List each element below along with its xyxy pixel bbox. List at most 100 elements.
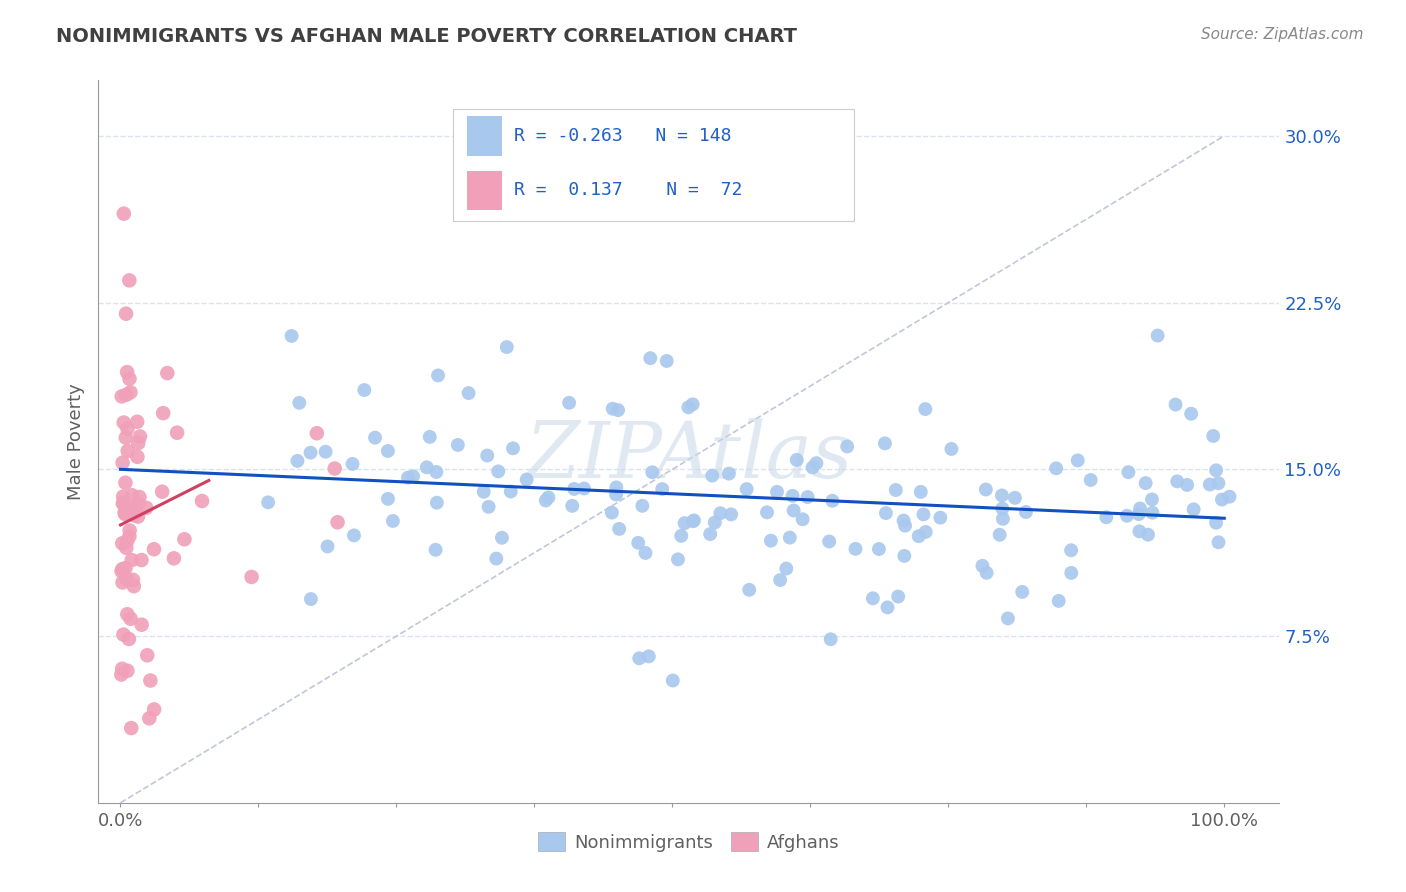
Point: [1128, 524, 1150, 539]
Point: [117, 422, 139, 436]
Point: [1218, 490, 1240, 504]
Point: [703, 516, 725, 530]
Point: [426, 496, 449, 510]
Point: [875, 506, 897, 520]
Point: [738, 582, 761, 597]
Point: [115, 572, 138, 586]
Point: [118, 372, 141, 386]
Point: [600, 506, 623, 520]
Point: [683, 513, 706, 527]
Point: [287, 454, 309, 468]
Point: [640, 351, 662, 366]
Point: [111, 562, 134, 576]
Point: [941, 442, 963, 456]
Point: [537, 491, 560, 505]
Point: [118, 529, 141, 543]
Point: [558, 396, 581, 410]
Point: [756, 505, 779, 519]
Point: [894, 518, 917, 533]
Point: [1208, 476, 1230, 491]
Point: [112, 207, 135, 221]
Point: [991, 501, 1014, 516]
Point: [1060, 566, 1083, 580]
Point: [534, 493, 557, 508]
Point: [720, 508, 742, 522]
Point: [127, 509, 149, 524]
Point: [111, 456, 134, 470]
Point: [562, 482, 585, 496]
Point: [111, 575, 134, 590]
Point: [131, 617, 153, 632]
Point: [868, 542, 890, 557]
Point: [1047, 594, 1070, 608]
Point: [792, 512, 814, 526]
Point: [128, 490, 150, 504]
Point: [117, 502, 139, 516]
Point: [114, 475, 136, 490]
Point: [419, 430, 441, 444]
Point: [377, 491, 399, 506]
Point: [876, 600, 898, 615]
Point: [127, 497, 149, 511]
Point: [326, 516, 349, 530]
Point: [893, 549, 915, 563]
Point: [1198, 477, 1220, 491]
Point: [820, 632, 842, 647]
FancyBboxPatch shape: [453, 109, 855, 221]
Point: [495, 340, 517, 354]
Point: [1182, 502, 1205, 516]
Point: [1202, 429, 1225, 443]
Point: [118, 632, 141, 646]
Point: [472, 484, 495, 499]
Point: [299, 445, 322, 459]
Point: [655, 354, 678, 368]
Text: R =  0.137    N =  72: R = 0.137 N = 72: [515, 181, 742, 199]
Point: [117, 443, 139, 458]
Point: [666, 552, 689, 566]
Point: [110, 667, 132, 681]
Point: [129, 429, 152, 443]
Point: [884, 483, 907, 497]
Point: [572, 482, 595, 496]
Point: [111, 496, 134, 510]
Point: [427, 368, 450, 383]
Point: [485, 551, 508, 566]
Point: [120, 721, 142, 735]
Bar: [467, 116, 502, 156]
Point: [166, 425, 188, 440]
Point: [602, 401, 624, 416]
Point: [991, 512, 1014, 526]
Point: [478, 500, 501, 514]
Point: [117, 607, 139, 622]
Point: [682, 397, 704, 411]
Point: [605, 487, 627, 501]
Point: [486, 464, 509, 478]
Point: [1175, 478, 1198, 492]
Point: [806, 456, 828, 470]
Point: [121, 553, 143, 567]
Point: [112, 627, 135, 641]
Point: [115, 541, 138, 555]
Point: [112, 496, 135, 510]
Point: [150, 484, 173, 499]
Point: [115, 506, 138, 520]
Point: [782, 489, 804, 503]
Point: [120, 612, 142, 626]
Point: [1164, 398, 1187, 412]
Point: [1060, 543, 1083, 558]
Point: [127, 450, 149, 464]
Point: [1142, 506, 1164, 520]
Point: [122, 573, 145, 587]
Point: [112, 490, 135, 504]
Point: [929, 510, 952, 524]
Point: [641, 465, 664, 479]
Point: [425, 542, 447, 557]
Point: [115, 534, 138, 549]
Point: [702, 468, 724, 483]
Point: [561, 499, 583, 513]
Point: [191, 494, 214, 508]
Point: [114, 431, 136, 445]
Point: [1015, 505, 1038, 519]
Point: [315, 444, 337, 458]
Point: [651, 482, 673, 496]
